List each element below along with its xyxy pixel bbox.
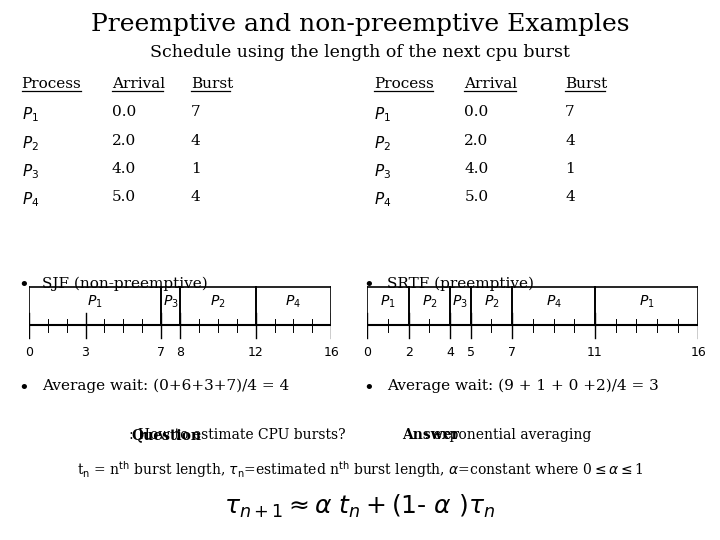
Text: •: • [364,276,374,294]
Text: Arrival: Arrival [112,77,165,91]
Text: 4: 4 [191,134,201,148]
Text: 16: 16 [690,346,706,359]
Text: 4: 4 [191,190,201,204]
Text: 7: 7 [157,346,165,359]
Text: 4: 4 [565,134,575,148]
Text: 12: 12 [248,346,264,359]
Text: 7: 7 [565,105,575,119]
Text: 5.0: 5.0 [112,190,136,204]
Text: Process: Process [22,77,81,91]
Text: •: • [18,379,29,397]
Text: $P_{4}$: $P_{4}$ [546,294,562,310]
Text: 0.0: 0.0 [464,105,489,119]
Text: $P_{4}$: $P_{4}$ [285,294,302,310]
Text: Schedule using the length of the next cpu burst: Schedule using the length of the next cp… [150,44,570,61]
Text: 4: 4 [565,190,575,204]
Text: $P_{2}$: $P_{2}$ [22,134,38,153]
Text: $P_{1}$: $P_{1}$ [374,105,391,124]
Text: •: • [364,379,374,397]
Text: 11: 11 [587,346,603,359]
Text: t$_{\mathrm{n}}$ = n$^{\mathrm{th}}$ burst length, $\tau_{\mathrm{n}}$=estimated: t$_{\mathrm{n}}$ = n$^{\mathrm{th}}$ bur… [77,459,643,480]
Text: $\tau_{n+1} \approx \alpha\ t_n + (1\text{-}\ \alpha\ )\tau_n$: $\tau_{n+1} \approx \alpha\ t_n + (1\tex… [225,492,495,519]
Text: $P_{2}$: $P_{2}$ [374,134,391,153]
Text: : How to estimate CPU bursts?                  : exponential averaging: : How to estimate CPU bursts? : exponent… [129,428,591,442]
Text: Answer: Answer [402,428,459,442]
Text: $P_{2}$: $P_{2}$ [421,294,437,310]
Text: 4: 4 [446,346,454,359]
Text: •: • [18,276,29,294]
Text: 0: 0 [363,346,372,359]
Text: 1: 1 [565,162,575,176]
Text: $P_{3}$: $P_{3}$ [452,294,468,310]
Text: 0.0: 0.0 [112,105,136,119]
Text: $P_{4}$: $P_{4}$ [22,190,39,209]
Text: 1: 1 [191,162,201,176]
Text: SRTF (preemptive): SRTF (preemptive) [387,276,534,291]
Text: $P_{1}$: $P_{1}$ [380,294,396,310]
Text: 0: 0 [24,346,33,359]
Text: $P_{4}$: $P_{4}$ [374,190,392,209]
Text: Average wait: (0+6+3+7)/4 = 4: Average wait: (0+6+3+7)/4 = 4 [42,379,289,394]
Text: 5.0: 5.0 [464,190,489,204]
Text: SJF (non-preemptive): SJF (non-preemptive) [42,276,207,291]
Text: 7: 7 [191,105,200,119]
Text: 7: 7 [508,346,516,359]
Text: $P_{3}$: $P_{3}$ [374,162,392,181]
Text: 2.0: 2.0 [464,134,489,148]
Text: Question: Question [131,428,201,442]
Text: Arrival: Arrival [464,77,518,91]
Text: Process: Process [374,77,434,91]
Text: Average wait: (9 + 1 + 0 +2)/4 = 3: Average wait: (9 + 1 + 0 +2)/4 = 3 [387,379,659,394]
Text: 2.0: 2.0 [112,134,136,148]
Text: $P_{1}$: $P_{1}$ [22,105,38,124]
Text: Preemptive and non-preemptive Examples: Preemptive and non-preemptive Examples [91,14,629,37]
Text: 5: 5 [467,346,474,359]
Text: 4.0: 4.0 [112,162,136,176]
Text: 2: 2 [405,346,413,359]
Text: $P_{2}$: $P_{2}$ [484,294,499,310]
Text: 3: 3 [81,346,89,359]
Text: 4.0: 4.0 [464,162,489,176]
Text: Burst: Burst [565,77,608,91]
Text: $P_{3}$: $P_{3}$ [163,294,179,310]
Text: 8: 8 [176,346,184,359]
Text: $P_{2}$: $P_{2}$ [210,294,225,310]
Text: Burst: Burst [191,77,233,91]
Text: 16: 16 [323,346,339,359]
Text: $P_{1}$: $P_{1}$ [639,294,654,310]
Text: $P_{1}$: $P_{1}$ [87,294,103,310]
Text: $P_{3}$: $P_{3}$ [22,162,39,181]
